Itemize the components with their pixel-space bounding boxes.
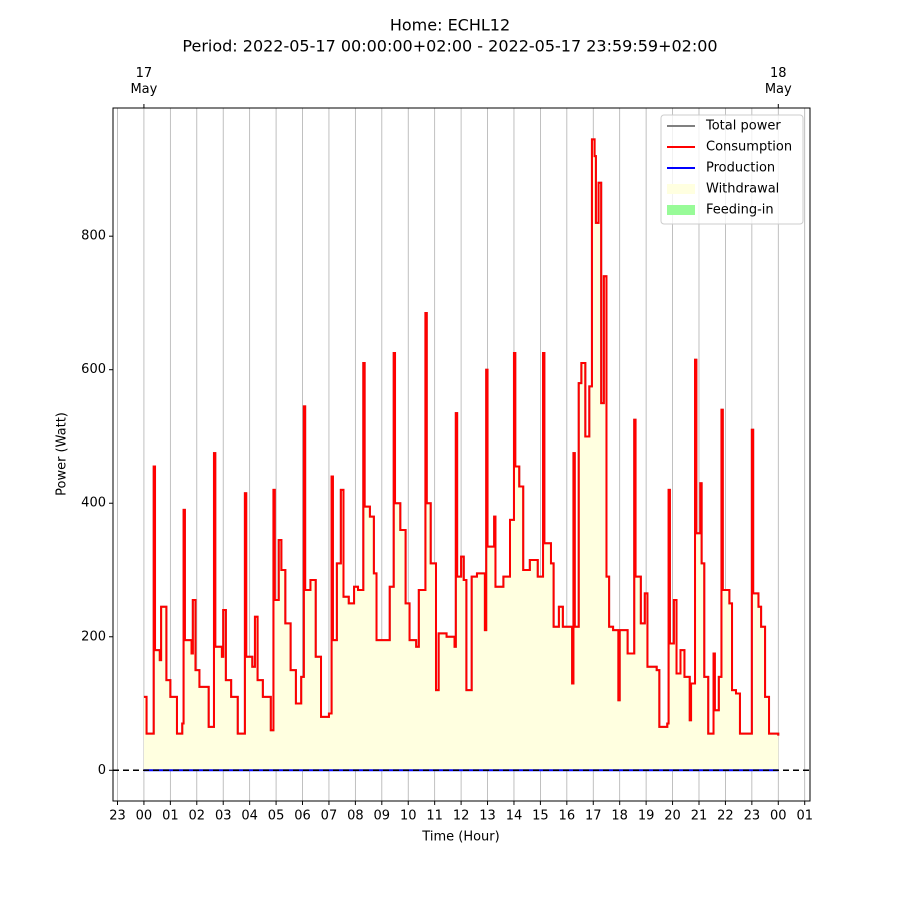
legend-label: Total power — [705, 119, 781, 134]
chart-subtitle: Period: 2022-05-17 00:00:00+02:00 - 2022… — [182, 37, 717, 56]
x-tick-label: 01 — [796, 809, 813, 824]
legend-box — [660, 114, 804, 225]
x-tick-label: 00 — [136, 809, 153, 824]
legend-label: Production — [706, 161, 775, 176]
x-tick-label: 21 — [691, 809, 708, 824]
x-tick-label: 15 — [532, 809, 549, 824]
x-tick-label: 08 — [347, 809, 364, 824]
x-tick-label: 04 — [241, 809, 258, 824]
x-tick-label: 01 — [162, 809, 179, 824]
legend-swatch — [667, 205, 695, 215]
x-tick-label: 07 — [321, 809, 338, 824]
x-tick-label: 03 — [215, 809, 232, 824]
y-tick-label: 400 — [81, 496, 106, 511]
x-tick-label: 22 — [717, 809, 734, 824]
legend-label: Feeding-in — [706, 203, 774, 218]
x-tick-label: 11 — [426, 809, 443, 824]
chart-title: Home: ECHL12 — [390, 16, 510, 35]
x-tick-label: 02 — [189, 809, 206, 824]
line — [143, 138, 780, 736]
y-axis-label: Power (Watt) — [55, 412, 70, 496]
x-tick-label: 17 — [585, 809, 602, 824]
x-axis-label: Time (Hour) — [421, 830, 499, 845]
top-tick-label: 17 May — [130, 66, 158, 97]
x-tick-label: 18 — [611, 809, 628, 824]
x-tick-label: 23 — [744, 809, 761, 824]
x-tick-label: 06 — [294, 809, 311, 824]
x-tick-label: 09 — [374, 809, 391, 824]
x-tick-label: 13 — [479, 809, 496, 824]
x-tick-label: 12 — [453, 809, 470, 824]
x-tick-label: 05 — [268, 809, 285, 824]
x-tick-label: 16 — [559, 809, 576, 824]
x-tick-label: 10 — [400, 809, 417, 824]
x-tick-label: 14 — [506, 809, 523, 824]
x-tick-label: 19 — [638, 809, 655, 824]
y-tick-label: 800 — [81, 229, 106, 244]
y-tick-label: 200 — [81, 629, 106, 644]
legend-swatch — [667, 184, 695, 194]
y-tick-label: 600 — [81, 362, 106, 377]
top-tick-label: 18 May — [764, 66, 792, 97]
legend-label: Withdrawal — [706, 182, 779, 197]
legend-label: Consumption — [706, 140, 792, 155]
y-tick-label: 0 — [98, 763, 106, 778]
x-tick-label: 00 — [770, 809, 787, 824]
x-tick-label: 20 — [664, 809, 681, 824]
plot-area — [117, 108, 806, 801]
x-tick-label: 23 — [109, 809, 126, 824]
plot-frame — [112, 107, 811, 802]
